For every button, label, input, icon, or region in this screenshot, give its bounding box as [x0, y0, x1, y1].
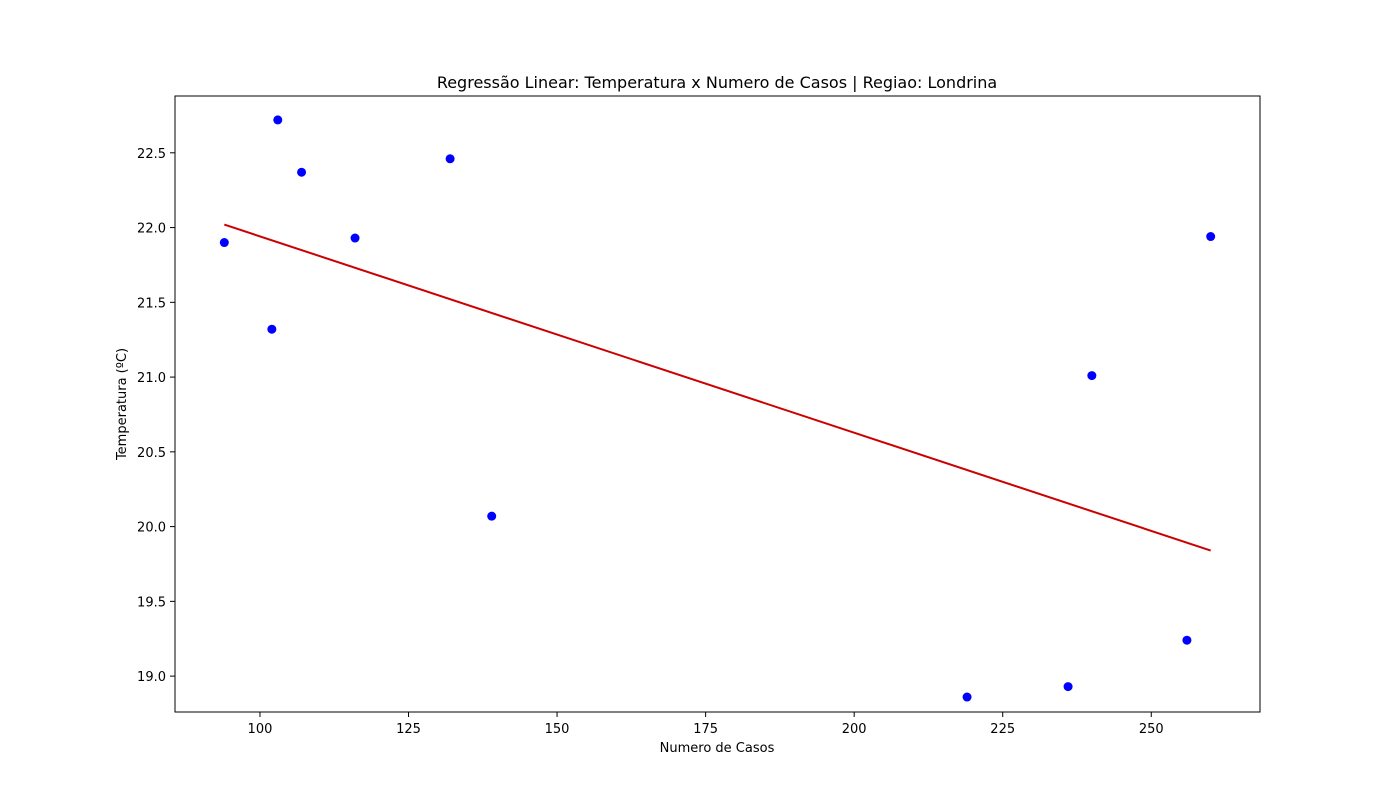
x-tick-label: 125: [396, 722, 421, 737]
plot-frame: [174, 95, 1261, 713]
y-axis-label: Temperatura (ºC): [115, 348, 130, 461]
y-tick-label: 19.5: [137, 595, 166, 610]
y-tick-label: 20.0: [137, 521, 166, 536]
x-tick-label: 200: [842, 722, 867, 737]
y-axis: 19.0 19.5 20.0 20.5 21.0 21.5 22.0 22.5: [137, 147, 175, 685]
data-point-11: [1206, 232, 1216, 242]
y-tick-label: 21.0: [137, 371, 166, 386]
y-tick-label: 20.5: [137, 446, 166, 461]
x-tick-label: 225: [990, 722, 1015, 737]
regression-line: [224, 223, 1211, 552]
y-tick-label: 21.5: [137, 296, 166, 311]
data-point-1: [267, 324, 277, 334]
data-point-2: [273, 115, 283, 125]
data-point-0: [219, 238, 229, 248]
plot-area: [174, 95, 1261, 713]
chart-title: Regressão Linear: Temperatura x Numero d…: [437, 73, 997, 92]
x-tick-label: 150: [545, 722, 570, 737]
data-point-7: [962, 692, 972, 702]
data-point-4: [350, 233, 360, 243]
x-tick-label: 175: [693, 722, 718, 737]
x-tick-label: 250: [1139, 722, 1164, 737]
data-point-5: [445, 154, 455, 164]
x-axis-label: Numero de Casos: [660, 741, 775, 756]
x-axis: 100 125 150 175 200 225 250: [248, 712, 1164, 737]
x-tick-label: 100: [248, 722, 273, 737]
data-point-6: [487, 511, 497, 521]
data-point-9: [1087, 371, 1097, 381]
y-tick-label: 19.0: [137, 670, 166, 685]
data-point-8: [1063, 682, 1073, 692]
y-tick-label: 22.5: [137, 147, 166, 162]
y-tick-label: 22.0: [137, 222, 166, 237]
data-point-10: [1182, 635, 1192, 645]
data-point-3: [297, 167, 307, 177]
